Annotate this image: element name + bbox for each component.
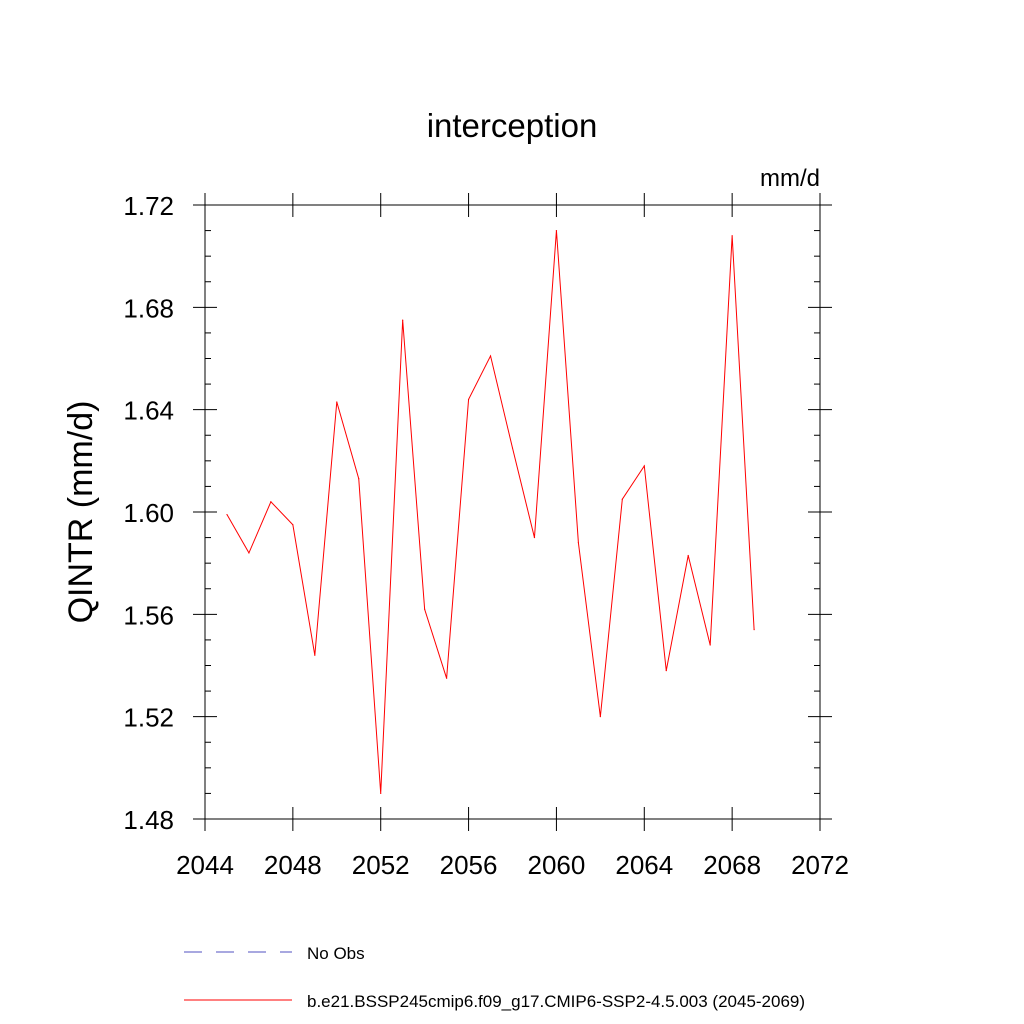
x-tick-label: 2072 <box>791 850 849 880</box>
x-tick-label: 2052 <box>352 850 410 880</box>
data-point <box>424 608 426 610</box>
data-point <box>753 629 755 631</box>
x-tick-label: 2060 <box>528 850 586 880</box>
x-tick-label: 2064 <box>615 850 673 880</box>
data-point <box>336 401 338 403</box>
data-point <box>292 524 294 526</box>
data-point <box>467 398 470 401</box>
data-point <box>621 498 623 500</box>
data-point <box>643 465 645 467</box>
data-point <box>533 536 536 539</box>
x-tick-label: 2068 <box>703 850 761 880</box>
data-point <box>511 447 514 449</box>
data-point <box>577 542 579 544</box>
series-line-0 <box>226 230 755 794</box>
data-point <box>731 235 733 237</box>
y-tick-label: 1.48 <box>123 805 174 835</box>
data-point <box>358 478 360 480</box>
y-tick-label: 1.68 <box>123 293 174 323</box>
legend: No Obs b.e21.BSSP245cmip6.f09_g17.CMIP6-… <box>184 944 805 1011</box>
legend-label-model-run: b.e21.BSSP245cmip6.f09_g17.CMIP6-SSP2-4.… <box>307 992 805 1011</box>
y-tick-label: 1.72 <box>123 191 174 221</box>
data-point <box>314 654 316 656</box>
y-axis-label: QINTR (mm/d) <box>62 401 100 624</box>
data-point <box>709 644 711 646</box>
data-point <box>446 677 448 679</box>
data-point <box>402 319 404 321</box>
y-tick-label: 1.56 <box>123 600 174 630</box>
axis-ticks <box>193 193 832 831</box>
data-point <box>270 501 272 503</box>
y-tick-label: 1.52 <box>123 703 174 733</box>
data-point <box>599 716 601 718</box>
data-point <box>687 554 689 557</box>
chart-title: interception <box>427 107 598 144</box>
series-layer <box>226 229 755 795</box>
data-point <box>380 792 382 795</box>
x-tick-label: 2056 <box>440 850 498 880</box>
legend-label-no-obs: No Obs <box>307 944 365 963</box>
units-label: mm/d <box>760 165 820 192</box>
y-tick-label: 1.64 <box>123 396 174 426</box>
data-point <box>555 229 558 232</box>
y-tick-label: 1.60 <box>123 498 174 528</box>
y-tick-labels: 1.48 1.52 1.56 1.60 1.64 1.68 1.72 <box>123 191 174 835</box>
data-point <box>665 670 667 672</box>
data-point <box>226 513 228 516</box>
x-tick-label: 2044 <box>176 850 234 880</box>
x-tick-labels: 2044 2048 2052 2056 2060 2064 2068 2072 <box>176 850 849 880</box>
x-tick-label: 2048 <box>264 850 322 880</box>
plot-frame <box>204 204 821 820</box>
data-point <box>248 552 250 554</box>
data-point <box>489 355 492 357</box>
